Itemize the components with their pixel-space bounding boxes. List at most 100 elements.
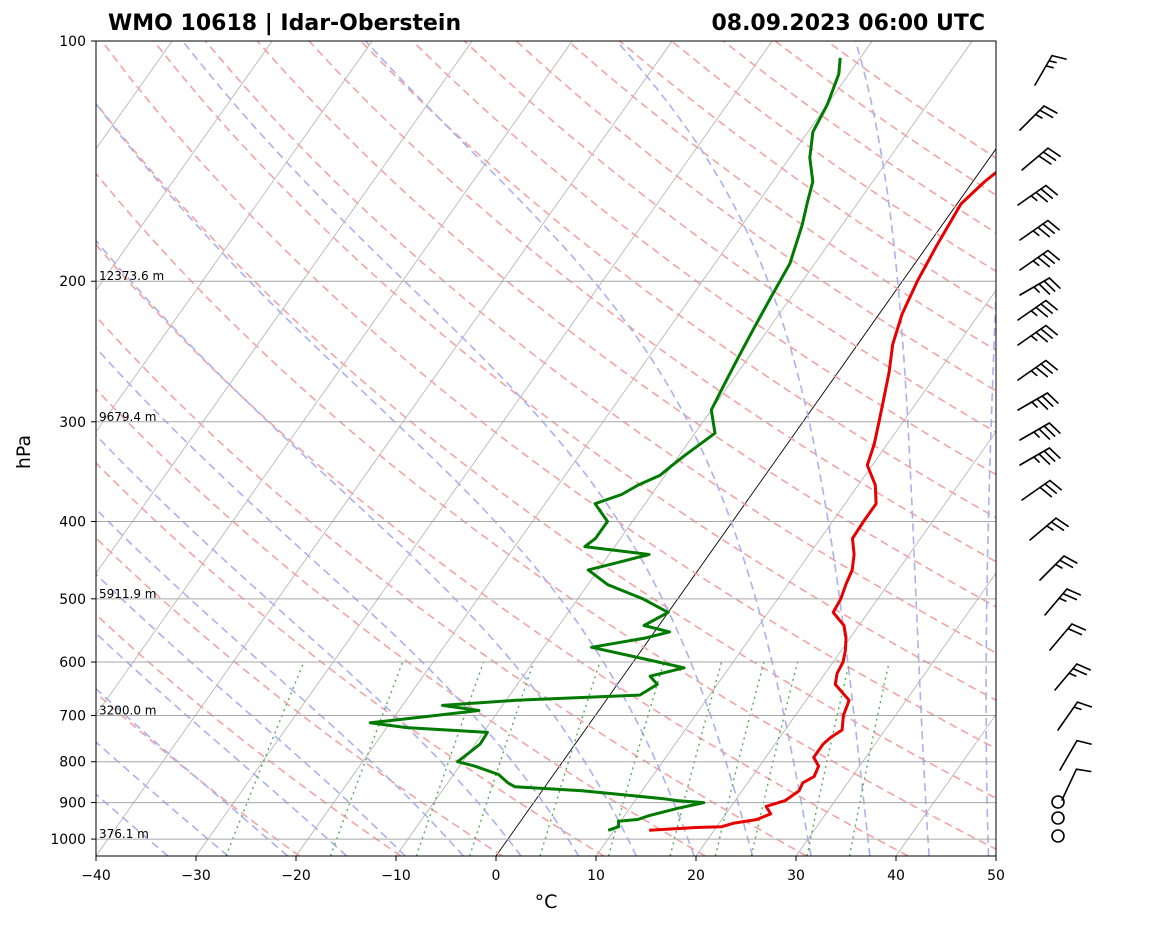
calm-wind-circle (1051, 811, 1065, 825)
isotherm-line (96, 41, 273, 291)
moist-adiabat-line (96, 346, 580, 856)
wind-barb (1019, 447, 1061, 466)
plot-frame (95, 40, 997, 857)
wind-barb (1019, 219, 1060, 241)
y-tick-label: 900 (59, 796, 86, 812)
x-tick-label: 30 (787, 868, 805, 884)
x-tick-label: 40 (887, 868, 905, 884)
background-lines (96, 41, 996, 856)
dry-adiabat-line (360, 41, 996, 519)
y-tick-label: 500 (59, 592, 86, 608)
calm-wind-circle (1051, 829, 1065, 843)
wind-barb (1019, 422, 1061, 441)
wind-barb (1019, 249, 1060, 271)
dry-adiabat-line (515, 41, 996, 392)
isotherm-line (96, 41, 473, 574)
y-tick-label: 800 (59, 755, 86, 771)
wind-barb (1034, 54, 1067, 86)
wind-barb (1017, 359, 1058, 381)
y-tick-label: 600 (59, 655, 86, 671)
dry-adiabat-line (152, 41, 996, 702)
moist-adiabat-line (96, 508, 464, 856)
wind-barb (1044, 588, 1081, 616)
wind-barb (1019, 277, 1061, 296)
dry-adiabat-line (256, 41, 996, 608)
moist-adiabat-line (985, 272, 996, 856)
wind-barb (1021, 147, 1061, 171)
y-axis: 1000 900 800 700 600 500 400 300 200 100 (50, 34, 96, 848)
x-tick-label: 50 (987, 868, 1005, 884)
height-label: 5911.9 m (99, 587, 157, 601)
dewpoint-profile-line (368, 57, 842, 832)
y-tick-label: 1000 (50, 832, 86, 848)
x-tick-label: 10 (587, 868, 605, 884)
isotherm-line (695, 431, 996, 856)
dry-adiabat-line (96, 613, 402, 856)
isotherm-line (96, 41, 373, 433)
wind-barb (1017, 299, 1058, 321)
x-tick-label: 20 (687, 868, 705, 884)
dry-adiabat-line (204, 41, 996, 654)
pressure-gridlines (96, 40, 996, 840)
wind-barb (1019, 105, 1058, 131)
wind-barb (1029, 517, 1069, 541)
height-label: 3200.0 m (99, 703, 157, 717)
wind-barbs (1017, 54, 1093, 843)
mixing-ratio-line (750, 661, 799, 856)
zero-isotherm (495, 148, 996, 856)
wind-barb (1021, 479, 1062, 501)
y-tick-label: 100 (59, 34, 86, 50)
wind-barb (1017, 392, 1059, 411)
wind-barb (1017, 324, 1058, 346)
moist-adiabat-line (96, 573, 406, 856)
mixing-ratio-line (714, 661, 765, 856)
y-tick-label: 400 (59, 514, 86, 530)
profile-lines (368, 57, 996, 832)
chart-title-left: WMO 10618 | Idar-Oberstein (108, 11, 461, 36)
height-label: 376.1 m (99, 827, 149, 841)
isotherm-line (895, 713, 996, 856)
y-axis-label: hPa (13, 435, 35, 469)
moist-adiabat-line (96, 740, 229, 856)
wind-barb (1054, 663, 1091, 691)
dry-adiabat-line (96, 243, 909, 856)
x-axis: −40 −30 −20 −10 0 10 20 30 40 50 (81, 856, 1005, 884)
dry-adiabat-line (96, 172, 996, 850)
moist-adiabat-line (181, 41, 754, 856)
dry-adiabat-line (96, 691, 301, 856)
wind-barb (1017, 184, 1058, 206)
dry-adiabat-line (96, 388, 706, 856)
wind-barb (1049, 623, 1086, 651)
moist-adiabat-line (96, 434, 522, 856)
dry-adiabat-line (96, 536, 503, 856)
x-axis-label: °C (535, 891, 558, 913)
height-label: 12373.6 m (99, 269, 164, 283)
isotherm-line (96, 41, 573, 716)
y-tick-label: 700 (59, 708, 86, 724)
dry-adiabat-line (96, 461, 605, 856)
moist-adiabat-line (854, 41, 930, 856)
x-tick-label: −20 (281, 868, 311, 884)
wind-barb (1059, 739, 1092, 771)
isotherm-line (195, 41, 773, 856)
mixing-ratio-line (848, 661, 890, 856)
moist-adiabat-line (96, 239, 638, 856)
isotherm-line (395, 41, 973, 856)
calm-wind-circle (1051, 795, 1065, 809)
y-tick-label: 200 (59, 274, 86, 290)
height-labels: 376.1 m 3200.0 m 5911.9 m 9679.4 m 12373.6 m (99, 269, 164, 841)
temperature-profile-line (649, 170, 996, 832)
dry-adiabat-line (412, 41, 996, 476)
moist-adiabat-line (96, 102, 695, 856)
x-tick-label: −40 (81, 868, 111, 884)
dry-adiabat-line (101, 41, 996, 750)
isotherm-line (595, 289, 996, 856)
y-tick-label: 300 (59, 415, 86, 431)
moist-adiabat-line (364, 41, 812, 856)
wind-barb (1057, 701, 1093, 731)
isotherm-line (795, 572, 996, 856)
moist-adiabat-line (96, 687, 289, 856)
x-tick-label: −30 (181, 868, 211, 884)
dry-adiabat-line (96, 101, 996, 800)
